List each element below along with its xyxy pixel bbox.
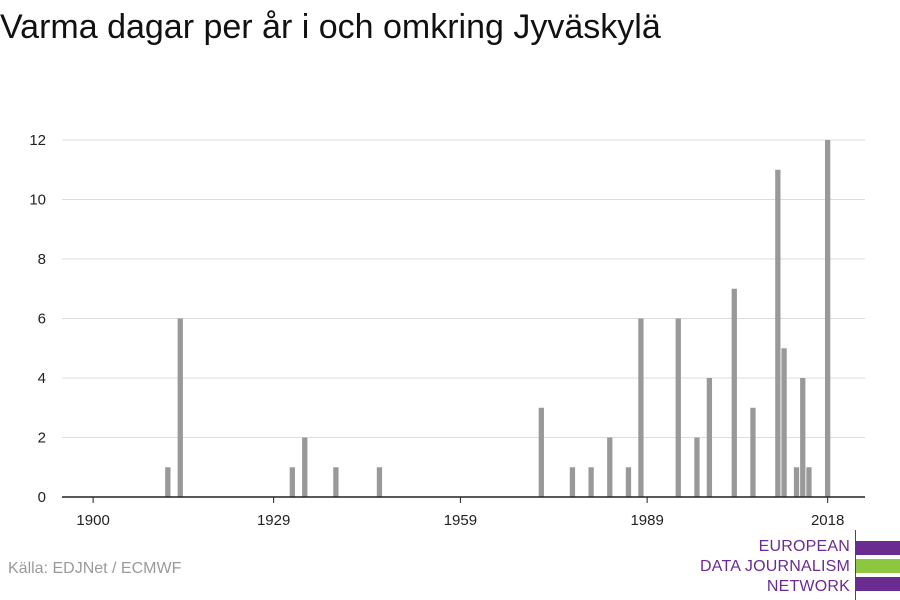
logo-bar-purple-top (856, 541, 900, 555)
bar-2003 (731, 288, 737, 497)
bar-2014 (800, 378, 806, 497)
y-tick-label: 10 (29, 192, 46, 209)
logo-bar-green (856, 559, 900, 573)
bar-1932 (289, 467, 295, 497)
chart-title: Varma dagar per år i och omkring Jyväsky… (0, 8, 661, 46)
bar-2015 (806, 467, 812, 497)
logo-text-line-3: NETWORK (766, 578, 850, 595)
logo-bar-purple-bottom (856, 577, 900, 591)
y-tick-label: 2 (38, 430, 46, 447)
bar-1994 (675, 318, 681, 497)
bar-1946 (376, 467, 383, 497)
x-tick-label: 1959 (444, 512, 477, 529)
edjnet-logo: EUROPEAN DATA JOURNALISM NETWORK (690, 530, 900, 600)
y-axis-ticks: 0 2 4 6 8 10 12 (29, 132, 46, 506)
logo-divider (855, 530, 856, 600)
bar-1972 (538, 407, 544, 497)
bar-2011 (781, 348, 787, 497)
bar-1977 (569, 467, 576, 497)
source-note: Källa: EDJNet / ECMWF (8, 560, 182, 577)
x-tick-label: 1929 (257, 512, 290, 529)
x-tick-label: 2018 (811, 512, 844, 529)
bar-2010 (775, 169, 781, 497)
logo-text-line-1: EUROPEAN (758, 538, 850, 555)
bar-1988 (638, 318, 644, 497)
bar-1934 (302, 437, 308, 497)
x-tick-label: 1989 (630, 512, 663, 529)
bar-2018 (825, 140, 831, 497)
bar-1997 (694, 437, 700, 497)
bar-1983 (607, 437, 613, 497)
y-tick-label: 4 (38, 370, 46, 387)
bar-1999 (706, 378, 713, 497)
y-tick-label: 0 (38, 489, 46, 506)
bar-1980 (588, 467, 594, 497)
bars (165, 140, 831, 497)
logo-text-line-2: DATA JOURNALISM (700, 558, 850, 575)
y-tick-label: 12 (29, 132, 46, 149)
bar-1939 (333, 467, 339, 497)
y-tick-label: 6 (38, 311, 46, 328)
bar-1914 (177, 318, 183, 497)
y-tick-label: 8 (38, 251, 46, 268)
bar-2013 (793, 467, 800, 497)
x-axis-ticks: 1900 1929 1959 1989 2018 (76, 497, 844, 529)
bar-1912 (165, 467, 171, 497)
bar-1986 (625, 467, 632, 497)
grid-lines (62, 139, 865, 438)
bar-2006 (750, 407, 756, 497)
x-tick-label: 1900 (76, 512, 109, 529)
